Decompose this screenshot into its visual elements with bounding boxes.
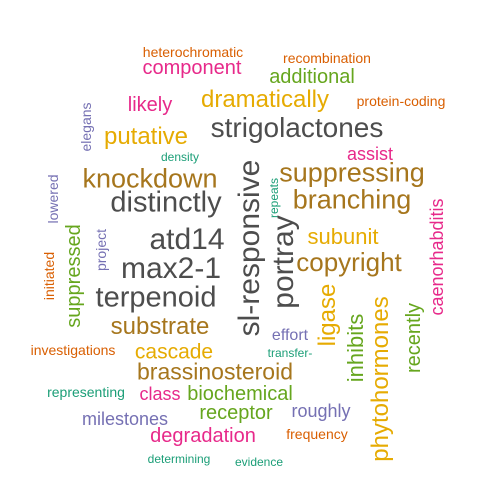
word-component: component <box>142 57 242 79</box>
word-phytohormones: phytohormones <box>367 296 394 462</box>
word-representing: representing <box>47 384 125 400</box>
word-substrate: substrate <box>110 313 210 340</box>
word-density: density <box>160 150 200 164</box>
word-elegans: elegans <box>78 102 94 152</box>
word-terpenoid: terpenoid <box>95 281 217 314</box>
word-copyright: copyright <box>296 247 402 277</box>
word-likely: likely <box>127 94 173 116</box>
word-initiated: initiated <box>41 251 57 301</box>
word-receptor: receptor <box>199 402 273 424</box>
word-suppressed: suppressed <box>63 224 85 328</box>
word-evidence: evidence <box>234 455 284 469</box>
word-suppressing: suppressing <box>279 157 425 188</box>
word-inhibits: inhibits <box>343 313 368 383</box>
word-distinctly: distinctly <box>110 186 222 219</box>
word-protein-coding: protein-coding <box>356 93 446 109</box>
word-degradation: degradation <box>150 425 256 447</box>
word-transfer: transfer- <box>267 346 313 360</box>
word-branching: branching <box>292 184 412 215</box>
word-roughly: roughly <box>291 401 351 421</box>
word-assist: assist <box>346 144 394 164</box>
word-sl-responsive: sl-responsive <box>233 159 266 337</box>
word-caenorhabditis: caenorhabditis <box>427 198 447 316</box>
word-recombination: recombination <box>283 50 371 66</box>
word-project: project <box>93 228 109 272</box>
word-biochemical: biochemical <box>187 383 293 405</box>
word-subunit: subunit <box>307 224 379 249</box>
word-dramatically: dramatically <box>200 86 330 113</box>
word-investigations: investigations <box>30 342 116 358</box>
word-lowered: lowered <box>45 174 61 224</box>
word-putative: putative <box>103 123 189 150</box>
word-class: class <box>139 384 181 404</box>
word-cascade: cascade <box>134 340 214 364</box>
word-strigolactones: strigolactones <box>210 112 384 143</box>
word-frequency: frequency <box>286 426 348 442</box>
word-brassinosteroid: brassinosteroid <box>137 358 293 385</box>
word-knockdown: knockdown <box>82 163 218 194</box>
word-additional: additional <box>269 66 355 88</box>
word-repeats: repeats <box>267 177 281 219</box>
word-ligase: ligase <box>314 283 341 347</box>
word-atd14: atd14 <box>149 223 225 256</box>
word-portray: portray <box>267 215 300 309</box>
word-milestones: milestones <box>81 409 169 429</box>
word-recently: recently <box>403 302 425 374</box>
word-max2-1: max2-1 <box>120 252 222 285</box>
word-determining: determining <box>147 452 211 466</box>
word-heterochromatic: heterochromatic <box>142 44 244 60</box>
word-effort: effort <box>271 327 309 344</box>
